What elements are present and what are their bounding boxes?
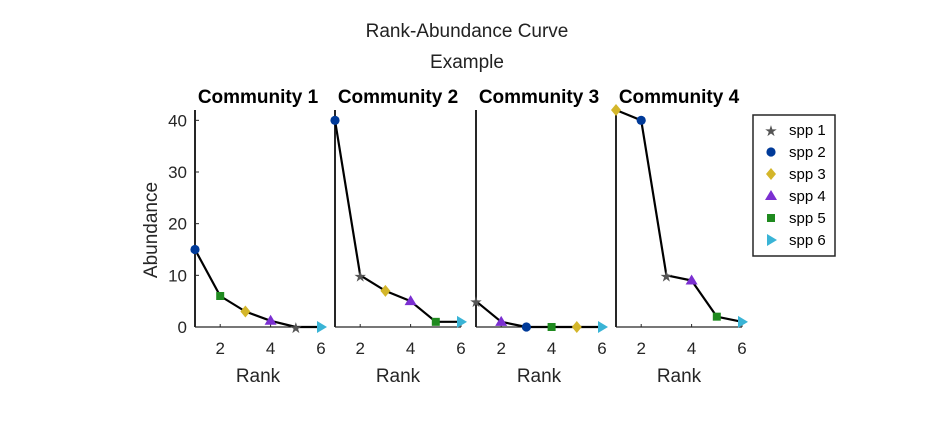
panel-2: Community 2 2 4 6 Rank ★: [330, 87, 467, 387]
data-point-rank-4: [404, 295, 417, 306]
data-point-rank-4: [547, 323, 556, 331]
x-tick-label: 2: [496, 339, 505, 358]
data-point-rank-6: [738, 315, 748, 328]
x-tick-label: 2: [215, 339, 224, 358]
y-tick-label: 20: [168, 215, 187, 234]
data-point-rank-5: ★: [289, 319, 302, 337]
x-tick-label: 6: [597, 339, 606, 358]
legend-item: spp 4: [765, 188, 826, 205]
x-axis-label: Rank: [236, 366, 281, 387]
data-point-rank-2: [636, 115, 646, 125]
data-point-rank-1: ★: [469, 293, 482, 311]
legend-item: spp 3: [766, 166, 826, 183]
data-point-rank-1: [611, 104, 621, 116]
figure-title: Rank-Abundance Curve: [366, 21, 569, 42]
legend-marker: [767, 234, 777, 246]
y-tick-label: 0: [178, 318, 187, 337]
y-tick-label: 40: [168, 111, 187, 130]
curve-line: [194, 248, 321, 329]
curve-line: [475, 300, 602, 329]
legend-label: spp 4: [789, 188, 826, 205]
data-point-rank-6: [457, 315, 467, 328]
legend-item: ★ spp 1: [764, 122, 825, 140]
data-point-rank-4: [685, 274, 698, 285]
x-axis-label: Rank: [657, 366, 702, 387]
y-axis-label: Abundance: [141, 182, 162, 278]
legend-item: spp 5: [767, 210, 826, 227]
data-point-rank-4: [264, 314, 277, 325]
panel-4: Community 4 2 4 6 Rank ★: [611, 87, 748, 387]
x-tick-label: 6: [316, 339, 325, 358]
legend-marker: [766, 168, 776, 180]
data-point-rank-3: [240, 305, 251, 318]
x-tick-label: 4: [547, 339, 556, 358]
figure-subtitle: Example: [430, 52, 504, 73]
x-tick-label: 6: [737, 339, 746, 358]
data-point-rank-6: [317, 321, 327, 333]
curve-line: [615, 108, 743, 323]
data-point-rank-3: ★: [660, 267, 673, 285]
x-tick-label: 6: [456, 339, 465, 358]
legend-marker: [767, 214, 775, 222]
data-point-rank-1: [190, 244, 200, 255]
legend-label: spp 3: [789, 166, 826, 183]
data-point-rank-5: [712, 312, 721, 321]
data-point-rank-1: [330, 115, 340, 125]
legend-item: spp 6: [767, 232, 826, 249]
data-point-rank-2: ★: [353, 267, 366, 285]
y-tick-label: 30: [168, 163, 187, 182]
x-tick-label: 4: [266, 339, 275, 358]
x-tick-label: 2: [355, 339, 364, 358]
legend-marker: [766, 147, 776, 157]
legend-label: spp 5: [789, 210, 826, 227]
x-tick-label: 4: [406, 339, 415, 358]
x-axis-label: Rank: [517, 366, 562, 387]
panel-title: Community 1: [198, 87, 319, 108]
panel-title: Community 4: [619, 87, 740, 108]
legend-box: [752, 114, 836, 257]
panel-title: Community 3: [479, 87, 599, 108]
y-tick-label: 10: [168, 266, 187, 285]
data-point-rank-6: [598, 321, 608, 333]
curve-line: [333, 120, 461, 323]
legend-label: spp 2: [789, 144, 826, 161]
panels-group: Community 1 2 4 6 0 10 20 30 40 Rank ★ Community 2 2…: [168, 87, 748, 387]
legend-label: spp 1: [789, 122, 826, 139]
x-tick-label: 4: [687, 339, 696, 358]
data-point-rank-3: [521, 322, 532, 332]
x-tick-label: 2: [636, 339, 645, 358]
panel-1: Community 1 2 4 6 0 10 20 30 40 Rank ★: [168, 87, 327, 387]
data-point-rank-5: [571, 321, 582, 333]
data-point-rank-2: [216, 292, 225, 300]
data-point-rank-2: [495, 315, 508, 326]
panel-3: Community 3 2 4 6 Rank ★: [469, 87, 608, 387]
data-point-rank-5: [431, 317, 440, 326]
legend-label: spp 6: [789, 232, 826, 249]
data-point-rank-3: [380, 284, 391, 297]
legend-marker: ★: [764, 122, 777, 140]
legend-item: spp 2: [766, 144, 826, 161]
panel-title: Community 2: [338, 87, 458, 108]
legend-marker: [765, 190, 777, 200]
x-axis-label: Rank: [376, 366, 421, 387]
legend: ★ spp 1 spp 2 spp 3 spp 4 spp 5 spp 6: [752, 114, 836, 257]
